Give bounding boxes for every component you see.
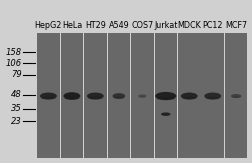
Text: COS7: COS7 — [131, 21, 153, 30]
Bar — [201, 33, 223, 158]
Bar — [107, 33, 130, 158]
Text: HeLa: HeLa — [61, 21, 82, 30]
Ellipse shape — [87, 93, 103, 99]
Ellipse shape — [112, 93, 125, 99]
Text: 106: 106 — [5, 59, 21, 68]
Text: HepG2: HepG2 — [35, 21, 62, 30]
Text: MCF7: MCF7 — [224, 21, 246, 30]
Ellipse shape — [204, 96, 219, 100]
Ellipse shape — [180, 93, 197, 99]
Ellipse shape — [63, 92, 80, 100]
Ellipse shape — [156, 97, 175, 100]
Ellipse shape — [155, 92, 176, 100]
Ellipse shape — [64, 96, 79, 100]
Text: Jurkat: Jurkat — [153, 21, 177, 30]
Bar — [177, 33, 200, 158]
Ellipse shape — [113, 96, 124, 99]
Bar — [224, 33, 246, 158]
Text: A549: A549 — [108, 21, 129, 30]
Text: HT29: HT29 — [85, 21, 105, 30]
Text: MDCK: MDCK — [177, 21, 200, 30]
Bar — [84, 33, 106, 158]
Ellipse shape — [138, 96, 146, 98]
Ellipse shape — [41, 96, 56, 100]
Ellipse shape — [40, 93, 57, 99]
Text: 158: 158 — [5, 48, 21, 57]
Bar — [37, 33, 59, 158]
Text: 79: 79 — [11, 70, 21, 79]
Bar — [60, 33, 83, 158]
Text: 48: 48 — [11, 90, 21, 99]
Ellipse shape — [87, 96, 103, 100]
Bar — [154, 33, 176, 158]
Text: 35: 35 — [11, 104, 21, 113]
Text: PC12: PC12 — [202, 21, 222, 30]
Ellipse shape — [181, 96, 196, 100]
Ellipse shape — [231, 96, 240, 98]
Ellipse shape — [138, 94, 146, 97]
Ellipse shape — [230, 94, 240, 98]
Bar — [131, 33, 153, 158]
Text: 23: 23 — [11, 117, 21, 126]
Ellipse shape — [203, 93, 220, 99]
Ellipse shape — [160, 112, 170, 116]
